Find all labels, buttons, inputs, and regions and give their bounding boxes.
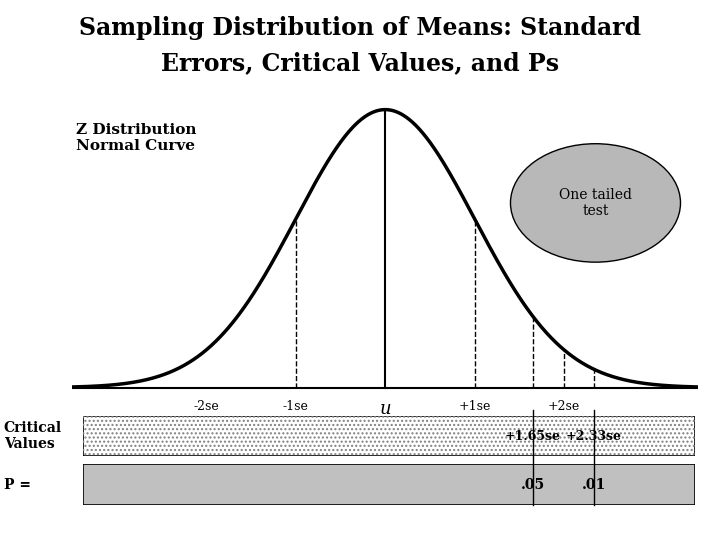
FancyBboxPatch shape (83, 416, 695, 456)
Text: -2se: -2se (194, 400, 219, 413)
Text: +2se: +2se (548, 400, 580, 413)
Text: .01: .01 (582, 478, 606, 491)
Text: One tailed
test: One tailed test (559, 188, 632, 218)
Text: -1se: -1se (283, 400, 309, 413)
Text: .05: .05 (521, 478, 545, 491)
Text: P =: P = (4, 478, 30, 491)
Text: Sampling Distribution of Means: Standard: Sampling Distribution of Means: Standard (79, 16, 641, 40)
Text: Z Distribution
Normal Curve: Z Distribution Normal Curve (76, 123, 197, 153)
Ellipse shape (510, 144, 680, 262)
Text: +1.65se: +1.65se (505, 429, 561, 443)
Text: Errors, Critical Values, and Ps: Errors, Critical Values, and Ps (161, 51, 559, 75)
Text: u: u (379, 400, 391, 418)
Text: +1se: +1se (459, 400, 491, 413)
Text: Critical
Values: Critical Values (4, 421, 62, 451)
FancyBboxPatch shape (83, 464, 695, 505)
Text: +2.33se: +2.33se (566, 429, 621, 443)
